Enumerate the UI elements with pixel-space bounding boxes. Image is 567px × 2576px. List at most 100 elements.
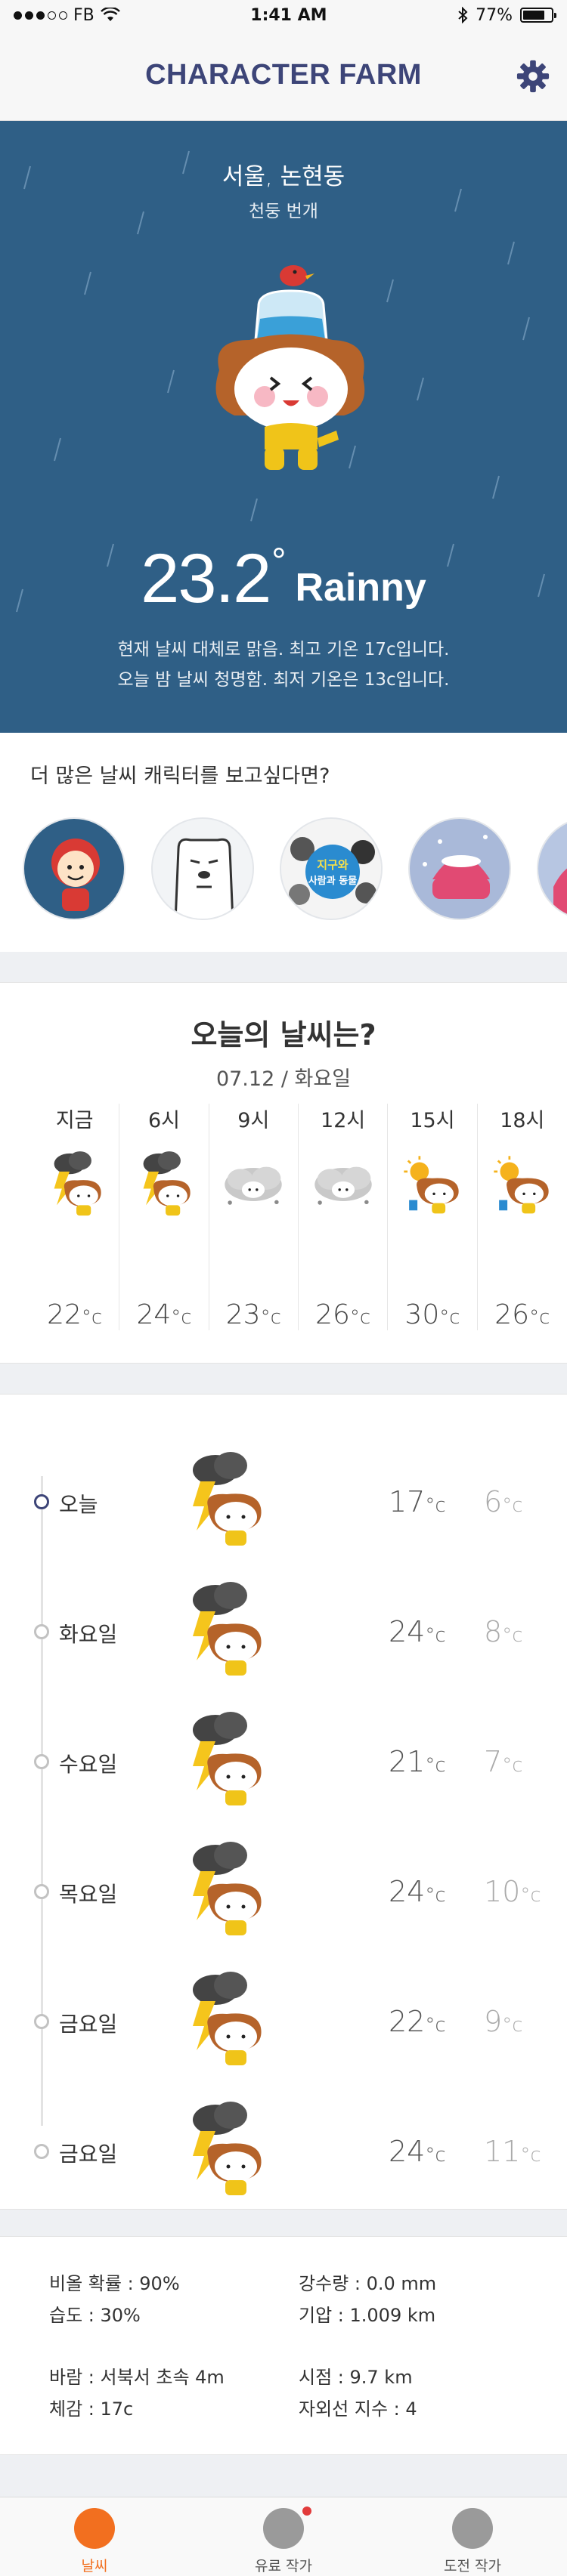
description-line: 오늘 밤 날씨 청명함. 최저 기온은 13c입니다. bbox=[117, 670, 450, 690]
today-forecast-section: 오늘의 날씨는? 07.12 / 화요일 지금 22°c 6시 24°c 9시 … bbox=[0, 982, 567, 1364]
low-temperature: 6°c bbox=[484, 1485, 523, 1518]
thunder-character-icon bbox=[193, 1452, 262, 1546]
rain-background bbox=[16, 150, 545, 613]
signal-icon bbox=[14, 11, 67, 20]
thunder-character-icon bbox=[193, 1972, 262, 2065]
high-temperature: 24°c bbox=[389, 2135, 446, 2168]
hour-label: 15시 bbox=[410, 1109, 455, 1132]
visibility: 시점 : 9.7 km bbox=[299, 2367, 413, 2388]
hourly-item: 6시 24°c bbox=[119, 1104, 209, 1330]
tab-weather[interactable]: 날씨 bbox=[0, 2497, 189, 2576]
time-label: 1:41 AM bbox=[250, 5, 327, 25]
character-thumb-girl[interactable] bbox=[23, 817, 125, 920]
weather-details-section: 비올 확률 : 90% 습도 : 30% 강수량 : 0.0 mm 기압 : 1… bbox=[0, 2236, 567, 2455]
tab-challenge-artist[interactable]: 도전 작가 bbox=[378, 2497, 567, 2576]
tab-label: 유료 작가 bbox=[255, 2558, 312, 2574]
carrier-label: FB bbox=[73, 5, 94, 25]
high-temperature: 24°c bbox=[389, 1875, 446, 1908]
thunder-character-icon bbox=[193, 1582, 262, 1676]
wind: 바람 : 서북서 초속 4m bbox=[49, 2367, 225, 2388]
rain-chance: 비올 확률 : 90% bbox=[49, 2273, 180, 2294]
tab-label: 날씨 bbox=[81, 2558, 108, 2574]
day-name: 오늘 bbox=[59, 1492, 98, 1517]
hourly-item: 지금 22°c bbox=[30, 1104, 120, 1330]
wifi-icon bbox=[100, 8, 120, 21]
hour-temperature: 26°c bbox=[494, 1299, 550, 1330]
weather-description: 현재 날씨 대체로 맑음. 최고 기온 17c입니다. 오늘 밤 날씨 청명함.… bbox=[0, 635, 567, 695]
sun-character-icon bbox=[404, 1156, 459, 1214]
weekly-forecast-section: 오늘 17°c 6°c 화요일 24°c 8°c 수요일 21°c 7°c bbox=[0, 1394, 567, 2210]
hour-label: 12시 bbox=[321, 1109, 366, 1132]
settings-gear-icon[interactable] bbox=[516, 59, 550, 94]
hour-temperature: 26°c bbox=[315, 1299, 371, 1330]
character-carousel[interactable]: 지구와 사람과 동물 bbox=[23, 817, 567, 920]
high-temperature: 17°c bbox=[389, 1485, 446, 1518]
weather-character-illustration bbox=[215, 265, 365, 470]
today-date: 07.12 / 화요일 bbox=[215, 1067, 352, 1091]
timeline-dot bbox=[34, 2144, 49, 2159]
hour-temperature: 22°c bbox=[47, 1299, 103, 1330]
thunder-character-icon bbox=[54, 1151, 101, 1216]
crowd-character-text-line2: 사람과 동물 bbox=[308, 875, 357, 887]
cloud-character-icon bbox=[225, 1166, 283, 1205]
timeline-dot bbox=[34, 1754, 49, 1769]
hour-label: 지금 bbox=[55, 1109, 94, 1132]
timeline-dot bbox=[34, 1884, 49, 1899]
weekly-day-row[interactable]: 화요일 24°c 8°c bbox=[0, 1562, 567, 1691]
weekly-day-row[interactable]: 목요일 24°c 10°c bbox=[0, 1822, 567, 1951]
weekly-day-row[interactable]: 금요일 22°c 9°c bbox=[0, 1952, 567, 2080]
character-thumb-snow[interactable] bbox=[408, 817, 511, 920]
weather-tab-icon bbox=[74, 2508, 115, 2549]
timeline-dot bbox=[34, 2014, 49, 2029]
hour-temperature: 23°c bbox=[225, 1299, 281, 1330]
cloud-character-icon bbox=[314, 1166, 372, 1205]
status-bar: FB 1:41 AM 77% bbox=[0, 0, 567, 30]
character-name-label: 천둥 번개 bbox=[249, 202, 318, 221]
high-temperature: 21°c bbox=[389, 1745, 446, 1778]
app-title: CHARACTER FARM bbox=[145, 59, 422, 91]
day-name: 화요일 bbox=[59, 1622, 118, 1647]
paid-artist-tab-icon bbox=[263, 2508, 304, 2549]
hour-label: 6시 bbox=[147, 1109, 180, 1132]
hourly-item: 15시 30°c bbox=[388, 1104, 478, 1330]
tab-paid-artist[interactable]: 유료 작가 bbox=[189, 2497, 378, 2576]
current-weather-hero: 서울, 논현동 천둥 번개 23.2° bbox=[0, 121, 567, 733]
low-temperature: 7°c bbox=[484, 1745, 523, 1778]
hour-label: 9시 bbox=[237, 1109, 270, 1132]
humidity: 습도 : 30% bbox=[49, 2305, 141, 2326]
weekly-day-row[interactable]: 오늘 17°c 6°c bbox=[0, 1432, 567, 1561]
day-name: 수요일 bbox=[59, 1752, 118, 1777]
thunder-character-icon bbox=[193, 1842, 262, 1935]
battery-icon bbox=[520, 8, 556, 23]
low-temperature: 8°c bbox=[484, 1615, 523, 1648]
bottom-tab-bar: 날씨 유료 작가 도전 작가 bbox=[0, 2497, 567, 2576]
hour-temperature: 30°c bbox=[404, 1299, 460, 1330]
precipitation: 강수량 : 0.0 mm bbox=[299, 2273, 437, 2294]
low-temperature: 10°c bbox=[484, 1875, 541, 1908]
character-thumb-bear[interactable] bbox=[151, 817, 254, 920]
bluetooth-icon bbox=[458, 7, 468, 23]
low-temperature: 9°c bbox=[484, 2005, 523, 2038]
low-temperature: 11°c bbox=[484, 2135, 541, 2168]
hour-label: 18시 bbox=[500, 1109, 545, 1132]
character-thumb-crowd[interactable]: 지구와 사람과 동물 bbox=[280, 817, 383, 920]
weekly-day-row[interactable]: 금요일 24°c 11°c bbox=[0, 2082, 567, 2210]
crowd-character-text-line1: 지구와 bbox=[317, 858, 349, 872]
character-thumb-partial[interactable] bbox=[537, 817, 567, 920]
more-characters-section: 더 많은 날씨 캐릭터를 보고싶다면? bbox=[0, 733, 567, 952]
description-line: 현재 날씨 대체로 맑음. 최고 기온 17c입니다. bbox=[117, 640, 450, 659]
hourly-forecast[interactable]: 지금 22°c 6시 24°c 9시 23°c 12시 26 bbox=[30, 1104, 567, 1330]
pressure: 기압 : 1.009 km bbox=[299, 2305, 436, 2326]
sun-character-icon bbox=[494, 1156, 549, 1214]
tab-label: 도전 작가 bbox=[444, 2558, 501, 2574]
app-header: CHARACTER FARM bbox=[0, 30, 567, 121]
hourly-item: 18시 26°c bbox=[478, 1104, 567, 1330]
notification-badge bbox=[302, 2507, 311, 2516]
location-label: 서울, 논현동 bbox=[222, 163, 345, 190]
day-name: 목요일 bbox=[59, 1882, 118, 1907]
hourly-item: 12시 26°c bbox=[299, 1104, 389, 1330]
hour-temperature: 24°c bbox=[136, 1299, 192, 1330]
feels-like: 체감 : 17c bbox=[49, 2398, 134, 2420]
weekly-day-row[interactable]: 수요일 21°c 7°c bbox=[0, 1692, 567, 1821]
